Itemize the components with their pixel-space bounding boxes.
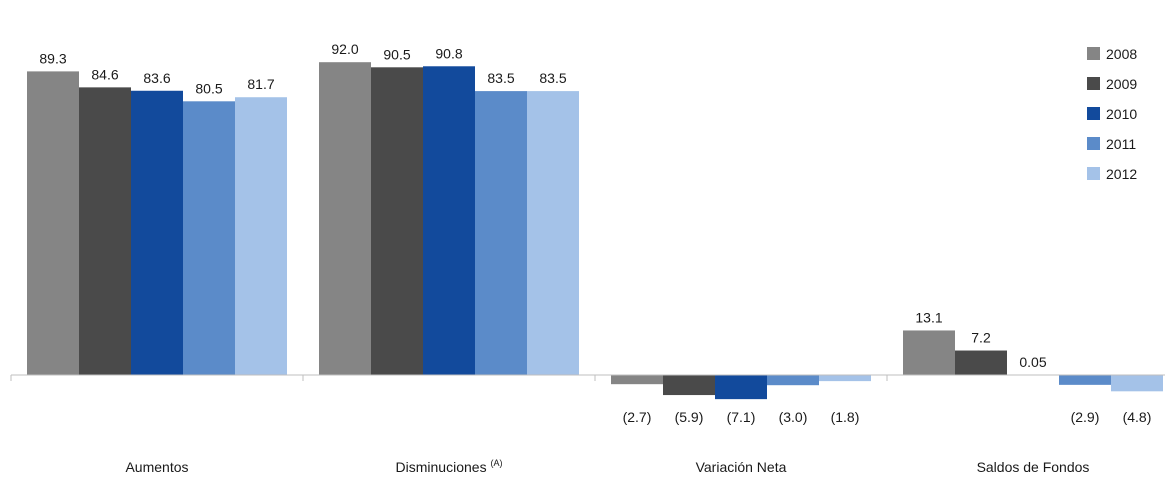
category-label: Aumentos xyxy=(125,459,188,475)
bar-2008-3 xyxy=(611,375,663,385)
bar-2011-3 xyxy=(767,375,819,386)
bar-2012-3 xyxy=(819,375,871,382)
category-superscript: (A) xyxy=(490,458,502,468)
data-label: (4.8) xyxy=(1123,409,1152,425)
data-label: 7.2 xyxy=(971,330,991,346)
data-label: 83.6 xyxy=(143,70,170,86)
bars-layer xyxy=(27,62,1163,400)
category-label: Disminuciones (A) xyxy=(396,458,503,475)
legend: 2008 2009 2010 2011 2012 xyxy=(1087,46,1137,182)
data-label: 80.5 xyxy=(195,80,222,96)
legend-label-2009: 2009 xyxy=(1106,76,1137,92)
bar-2012-4 xyxy=(1111,375,1163,392)
data-label: (2.7) xyxy=(623,409,652,425)
legend-label-2008: 2008 xyxy=(1106,46,1137,62)
legend-swatch-2011 xyxy=(1087,137,1100,150)
data-label: (3.0) xyxy=(779,409,808,425)
data-label: 0.05 xyxy=(1019,354,1046,370)
bar-2008-1 xyxy=(27,71,79,375)
bar-2010-3 xyxy=(715,375,767,400)
bar-2011-4 xyxy=(1059,375,1111,385)
data-label: 83.5 xyxy=(487,70,514,86)
bar-2009-4 xyxy=(955,350,1007,375)
bar-2008-2 xyxy=(319,62,371,375)
bar-2008-4 xyxy=(903,330,955,375)
legend-swatch-2008 xyxy=(1087,47,1100,60)
data-label: 92.0 xyxy=(331,41,358,57)
bar-2010-1 xyxy=(131,90,183,375)
data-label: (7.1) xyxy=(727,409,756,425)
bar-2009-1 xyxy=(79,87,131,376)
data-label: 13.1 xyxy=(915,309,942,325)
value-labels-layer: 89.3 84.6 83.6 80.5 81.7 92.0 90.5 90.8 83.5 83.5… xyxy=(39,41,1151,425)
data-label: 84.6 xyxy=(91,66,118,82)
legend-label-2011: 2011 xyxy=(1106,136,1136,152)
bar-2011-2 xyxy=(475,91,527,375)
category-labels-layer: Aumentos Disminuciones (A) Variación Neta S… xyxy=(125,458,1089,475)
data-label: (2.9) xyxy=(1071,409,1100,425)
legend-label-2010: 2010 xyxy=(1106,106,1137,122)
bar-2012-2 xyxy=(527,91,579,375)
category-label: Variación Neta xyxy=(696,459,787,475)
bar-2011-1 xyxy=(183,101,235,376)
bar-2009-3 xyxy=(663,375,715,396)
data-label: 83.5 xyxy=(539,70,566,86)
data-label: 90.8 xyxy=(435,45,462,61)
axis-layer xyxy=(10,374,1165,381)
bar-2009-2 xyxy=(371,67,423,376)
data-label: 89.3 xyxy=(39,50,66,66)
legend-swatch-2010 xyxy=(1087,107,1100,120)
category-label: Saldos de Fondos xyxy=(977,459,1090,475)
data-label: (5.9) xyxy=(675,409,704,425)
legend-label-2012: 2012 xyxy=(1106,166,1137,182)
legend-swatch-2009 xyxy=(1087,77,1100,90)
data-label: (1.8) xyxy=(831,409,860,425)
bar-2012-1 xyxy=(235,97,287,375)
data-label: 90.5 xyxy=(383,46,410,62)
data-label: 81.7 xyxy=(247,76,274,92)
bar-2010-2 xyxy=(423,66,475,375)
legend-swatch-2012 xyxy=(1087,167,1100,180)
